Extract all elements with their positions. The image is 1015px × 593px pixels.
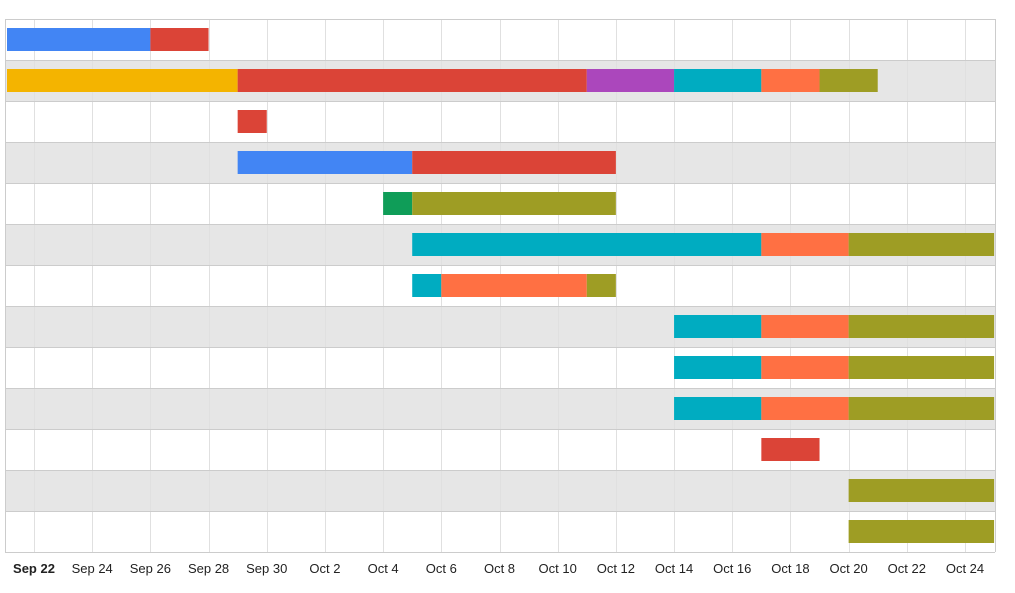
timeline-bar[interactable] [761, 233, 849, 256]
bars [7, 28, 995, 543]
timeline-bar[interactable] [819, 69, 878, 92]
timeline-bar[interactable] [761, 438, 820, 461]
x-tick-label: Oct 2 [309, 561, 340, 576]
timeline-bar[interactable] [412, 233, 762, 256]
x-tick-label: Sep 24 [72, 561, 113, 576]
x-tick-label: Oct 18 [771, 561, 809, 576]
x-tick-label: Oct 20 [829, 561, 867, 576]
x-tick-label: Oct 4 [368, 561, 399, 576]
x-tick-label: Oct 22 [888, 561, 926, 576]
timeline-bar[interactable] [412, 192, 616, 215]
timeline-bar[interactable] [761, 397, 849, 420]
timeline-bar[interactable] [848, 520, 995, 543]
timeline-bar[interactable] [7, 28, 151, 51]
timeline-bar[interactable] [761, 69, 820, 92]
x-tick-label: Oct 24 [946, 561, 984, 576]
timeline-bar[interactable] [848, 356, 995, 379]
timeline-bar[interactable] [237, 151, 413, 174]
x-tick-label: Sep 26 [130, 561, 171, 576]
timeline-bar[interactable] [761, 315, 849, 338]
timeline-bar[interactable] [674, 397, 762, 420]
timeline-bar[interactable] [848, 397, 995, 420]
x-tick-label: Oct 12 [597, 561, 635, 576]
timeline-bar[interactable] [412, 274, 442, 297]
timeline-bar[interactable] [761, 356, 849, 379]
timeline-bar[interactable] [237, 110, 267, 133]
timeline-bar[interactable] [674, 315, 762, 338]
gridlines [5, 19, 996, 553]
timeline-bar[interactable] [586, 274, 616, 297]
timeline-bar[interactable] [586, 69, 675, 92]
timeline-bar[interactable] [412, 151, 616, 174]
x-tick-label: Oct 10 [539, 561, 577, 576]
x-tick-label: Oct 6 [426, 561, 457, 576]
timeline-bar[interactable] [674, 356, 762, 379]
timeline-bar[interactable] [848, 479, 995, 502]
x-tick-label: Sep 28 [188, 561, 229, 576]
x-tick-label: Sep 22 [13, 561, 55, 576]
x-tick-label: Oct 8 [484, 561, 515, 576]
x-tick-label: Oct 14 [655, 561, 693, 576]
x-tick-label: Oct 16 [713, 561, 751, 576]
timeline-bar[interactable] [237, 69, 587, 92]
timeline-bar[interactable] [150, 28, 209, 51]
timeline-bar[interactable] [848, 315, 995, 338]
x-axis: Sep 22 Sep 24 Sep 26 Sep 28 Sep 30 Oct 2 Oct 4… [13, 561, 984, 576]
x-tick-label: Sep 30 [246, 561, 287, 576]
timeline-bar[interactable] [383, 192, 413, 215]
timeline-bar[interactable] [848, 233, 995, 256]
timeline-bar[interactable] [441, 274, 587, 297]
timeline-bar[interactable] [7, 69, 238, 92]
timeline-bar[interactable] [674, 69, 762, 92]
